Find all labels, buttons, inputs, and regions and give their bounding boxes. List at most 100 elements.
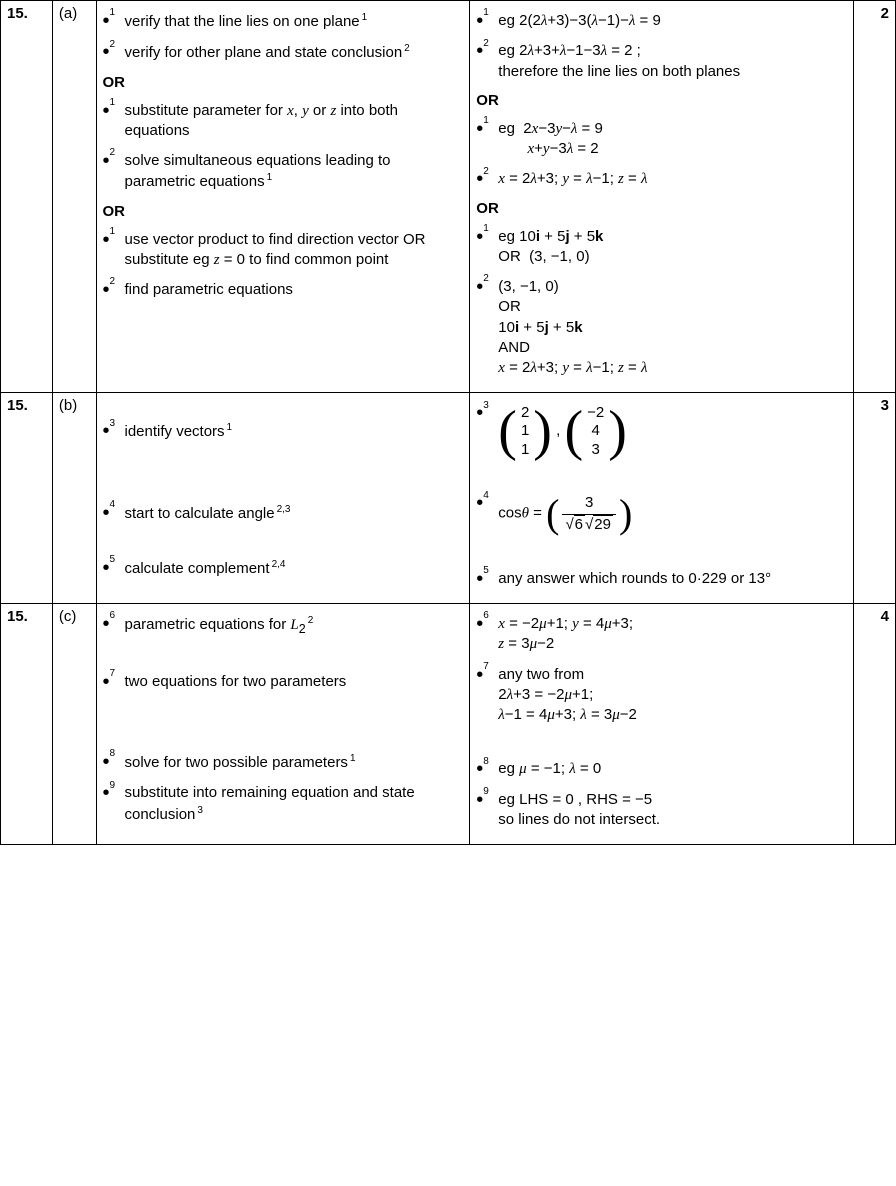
marking-bullet: •1 eg 2(2λ+3)−3(λ−1)−λ = 9	[476, 11, 847, 31]
bullet-text: find parametric equations	[125, 280, 464, 300]
marking-bullet: •4 start to calculate angle2,3	[103, 503, 464, 524]
note-reference: 2	[404, 43, 410, 54]
bullet-text: (211) , (−243)	[498, 403, 847, 459]
bullet-marker: •6	[476, 614, 494, 634]
note-reference: 2,3	[277, 504, 291, 515]
question-part: (c)	[52, 604, 96, 845]
bullet-marker: •7	[476, 665, 494, 685]
marking-bullet: •8 eg μ = −1; λ = 0	[476, 759, 847, 779]
bullet-text: verify for other plane and state conclus…	[125, 42, 464, 63]
column-vector: (−243)	[564, 403, 626, 459]
bullet-text: eg μ = −1; λ = 0	[498, 759, 847, 779]
marks-cell: 4	[854, 604, 896, 845]
marking-bullet: •7 any two from2λ+3 = −2μ+1;λ−1 = 4μ+3; …	[476, 665, 847, 726]
note-reference: 2	[308, 615, 314, 626]
question-row: 15. (b) •3 identify vectors1 •4 start to…	[1, 393, 896, 604]
marking-bullet: •1 verify that the line lies on one plan…	[103, 11, 464, 32]
marking-bullet: •8 solve for two possible parameters1	[103, 752, 464, 773]
marking-bullet: •2 x = 2λ+3; y = λ−1; z = λ	[476, 169, 847, 189]
marking-bullet: •1 substitute parameter for x, y or z in…	[103, 101, 464, 142]
bullet-text: (3, −1, 0)OR10i + 5j + 5kANDx = 2λ+3; y …	[498, 277, 847, 378]
question-part: (a)	[52, 1, 96, 393]
bullet-marker: •9	[103, 783, 121, 803]
note-reference: 2,4	[272, 559, 286, 570]
column-vector: (211)	[498, 403, 552, 459]
bullet-marker: •3	[103, 421, 121, 441]
evidence-cell: •6 x = −2μ+1; y = 4μ+3;z = 3μ−2 •7 any t…	[470, 604, 854, 845]
bullet-marker: •2	[103, 42, 121, 62]
note-reference: 1	[267, 172, 273, 183]
bullet-text: substitute into remaining equation and s…	[125, 783, 464, 825]
marks-cell: 2	[854, 1, 896, 393]
bullet-marker: •8	[476, 759, 494, 779]
marking-scheme-table: 15. (a) •1 verify that the line lies on …	[0, 0, 896, 845]
bullet-text: identify vectors1	[125, 421, 464, 442]
bullet-marker: •2	[476, 169, 494, 189]
bullet-marker: •9	[476, 790, 494, 810]
marking-bullet: •2 find parametric equations	[103, 280, 464, 300]
bullet-text: any answer which rounds to 0·229 or 13°	[498, 569, 847, 589]
marking-bullet: •2 solve simultaneous equations leading …	[103, 151, 464, 193]
bullet-text: x = −2μ+1; y = 4μ+3;z = 3μ−2	[498, 614, 847, 655]
note-reference: 1	[227, 422, 233, 433]
bullet-text: solve simultaneous equations leading to …	[125, 151, 464, 193]
evidence-cell: •1 eg 2(2λ+3)−3(λ−1)−λ = 9 •2 eg 2λ+3+λ−…	[470, 1, 854, 393]
bullet-marker: •3	[476, 403, 494, 423]
bullet-text: use vector product to find direction vec…	[125, 230, 464, 271]
question-part: (b)	[52, 393, 96, 604]
bullet-marker: •5	[103, 558, 121, 578]
bullet-text: any two from2λ+3 = −2μ+1;λ−1 = 4μ+3; λ =…	[498, 665, 847, 726]
marking-bullet: •2 (3, −1, 0)OR10i + 5j + 5kANDx = 2λ+3;…	[476, 277, 847, 378]
question-number: 15.	[1, 604, 53, 845]
question-number: 15.	[1, 1, 53, 393]
bullet-text: eg LHS = 0 , RHS = −5so lines do not int…	[498, 790, 847, 831]
bullet-text: substitute parameter for x, y or z into …	[125, 101, 464, 142]
note-reference: 1	[362, 12, 368, 23]
bullet-marker: •2	[476, 277, 494, 297]
bullet-marker: •5	[476, 569, 494, 589]
marking-bullet: •1 use vector product to find direction …	[103, 230, 464, 271]
bullet-marker: •1	[103, 101, 121, 121]
bullet-text: x = 2λ+3; y = λ−1; z = λ	[498, 169, 847, 189]
bullet-marker: •2	[476, 41, 494, 61]
marking-bullet: •5 calculate complement2,4	[103, 558, 464, 579]
marking-bullet: •6 parametric equations for L22	[103, 614, 464, 638]
or-divider: OR	[103, 203, 464, 220]
bullet-text: eg 2x−3y−λ = 9 x+y−3λ = 2	[498, 119, 847, 160]
note-reference: 1	[350, 753, 356, 764]
marking-bullet: •1 eg 10i + 5j + 5kOR (3, −1, 0)	[476, 227, 847, 268]
bullet-marker: •2	[103, 151, 121, 171]
bullet-marker: •8	[103, 752, 121, 772]
or-divider: OR	[476, 200, 847, 217]
evidence-cell: •3 (211) , (−243) •4 cosθ = (3629) •5 an…	[470, 393, 854, 604]
or-divider: OR	[103, 74, 464, 91]
bullet-marker: •1	[476, 119, 494, 139]
marking-bullet: •4 cosθ = (3629)	[476, 493, 847, 535]
bullet-marker: •4	[476, 493, 494, 513]
bullet-text: eg 10i + 5j + 5kOR (3, −1, 0)	[498, 227, 847, 268]
spacer	[476, 545, 847, 563]
bullet-text: solve for two possible parameters1	[125, 752, 464, 773]
spacer	[103, 648, 464, 666]
spacer	[476, 735, 847, 753]
bullet-text: parametric equations for L22	[125, 614, 464, 638]
marking-bullet: •2 eg 2λ+3+λ−1−3λ = 2 ;therefore the lin…	[476, 41, 847, 82]
spacer	[103, 534, 464, 552]
bullet-marker: •1	[476, 11, 494, 31]
note-reference: 3	[197, 805, 203, 816]
marking-criteria-cell: •1 verify that the line lies on one plan…	[96, 1, 470, 393]
marking-bullet: •9 substitute into remaining equation an…	[103, 783, 464, 825]
marking-bullet: •1 eg 2x−3y−λ = 9 x+y−3λ = 2	[476, 119, 847, 160]
bullet-marker: •4	[103, 503, 121, 523]
spacer	[103, 453, 464, 497]
bullet-marker: •1	[476, 227, 494, 247]
marks-cell: 3	[854, 393, 896, 604]
marking-criteria-cell: •6 parametric equations for L22 •7 two e…	[96, 604, 470, 845]
marking-bullet: •7 two equations for two parameters	[103, 672, 464, 692]
bullet-text: verify that the line lies on one plane1	[125, 11, 464, 32]
bullet-marker: •2	[103, 280, 121, 300]
marking-bullet: •5 any answer which rounds to 0·229 or 1…	[476, 569, 847, 589]
or-divider: OR	[476, 92, 847, 109]
spacer	[476, 469, 847, 487]
marking-criteria-cell: •3 identify vectors1 •4 start to calcula…	[96, 393, 470, 604]
